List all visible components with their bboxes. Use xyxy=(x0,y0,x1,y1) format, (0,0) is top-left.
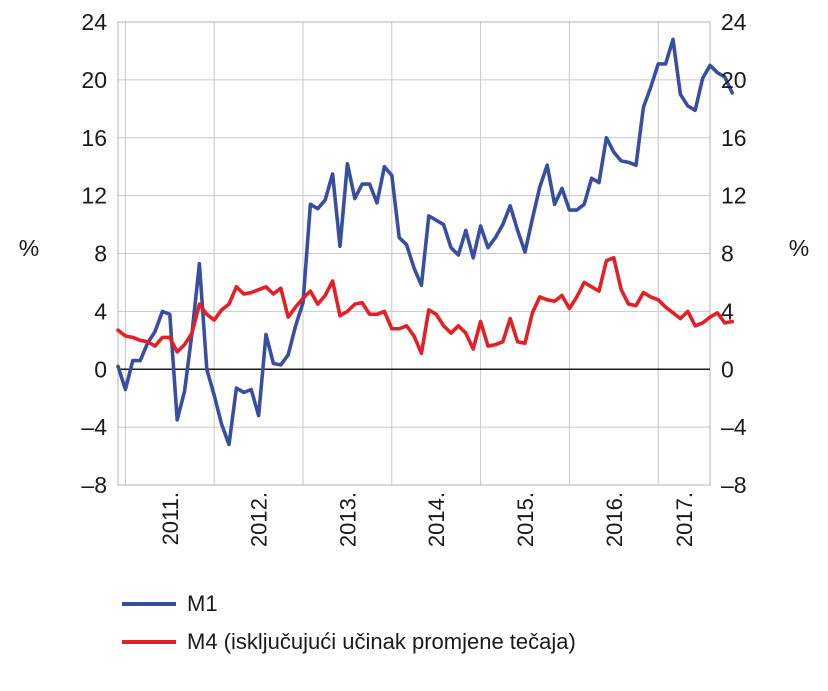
y-axis-label-left: % xyxy=(19,235,39,261)
y-tick-label-right: 20 xyxy=(721,67,747,93)
x-tick-label-year: 2015. xyxy=(513,492,538,547)
y-tick-label-right: 4 xyxy=(721,298,734,324)
series-line-m1 xyxy=(116,37,735,447)
legend-label-m1: M1 xyxy=(187,591,218,616)
legend-label-m4: M4 (isključujući učinak promjene tečaja) xyxy=(187,629,576,654)
y-tick-label-left: 20 xyxy=(81,67,107,93)
plot-frame xyxy=(117,21,711,486)
y-tick-label-left: 12 xyxy=(81,183,107,209)
plot-border xyxy=(117,21,711,486)
y-tick-label-right: 16 xyxy=(721,125,747,151)
y-tick-label-left: 24 xyxy=(81,9,107,35)
y-tick-label-right: –4 xyxy=(721,414,747,440)
y-tick-label-left: 16 xyxy=(81,125,107,151)
y-tick-label-left: –8 xyxy=(81,472,107,498)
grid-layer xyxy=(118,21,710,486)
x-tick-label-year: 2017. xyxy=(672,492,697,547)
legend-item-m4: M4 (isključujući učinak promjene tečaja) xyxy=(122,629,576,654)
y-tick-label-right: 24 xyxy=(721,9,747,35)
series-line-m4 xyxy=(116,256,735,356)
x-tick-label-year: 2012. xyxy=(247,492,272,547)
y-tick-label-right: 12 xyxy=(721,183,747,209)
y-axis-label-right: % xyxy=(789,235,809,261)
x-tick-label-year: 2016. xyxy=(602,492,627,547)
legend: M1 M4 (isključujući učinak promjene teča… xyxy=(122,591,576,654)
left-y-axis: –8 –4 0 4 8 12 16 20 24 xyxy=(81,9,107,498)
right-y-axis: –8 –4 0 4 8 12 16 20 24 xyxy=(721,9,747,498)
legend-item-m1: M1 xyxy=(122,591,218,616)
x-tick-label-year: 2011. xyxy=(158,492,183,545)
y-tick-label-right: 0 xyxy=(721,356,734,382)
y-tick-label-left: 0 xyxy=(94,356,107,382)
x-axis: 2011. 2012. 2013. 2014. 2015. 2016. 2017. xyxy=(158,492,697,547)
y-tick-label-left: 8 xyxy=(94,241,107,267)
x-tick-label-year: 2013. xyxy=(335,492,360,547)
y-tick-label-left: 4 xyxy=(94,298,107,324)
y-tick-label-right: –8 xyxy=(721,472,747,498)
y-tick-label-left: –4 xyxy=(81,414,107,440)
y-tick-label-right: 8 xyxy=(721,241,734,267)
series-layer xyxy=(116,37,735,447)
x-tick-label-year: 2014. xyxy=(424,492,449,547)
